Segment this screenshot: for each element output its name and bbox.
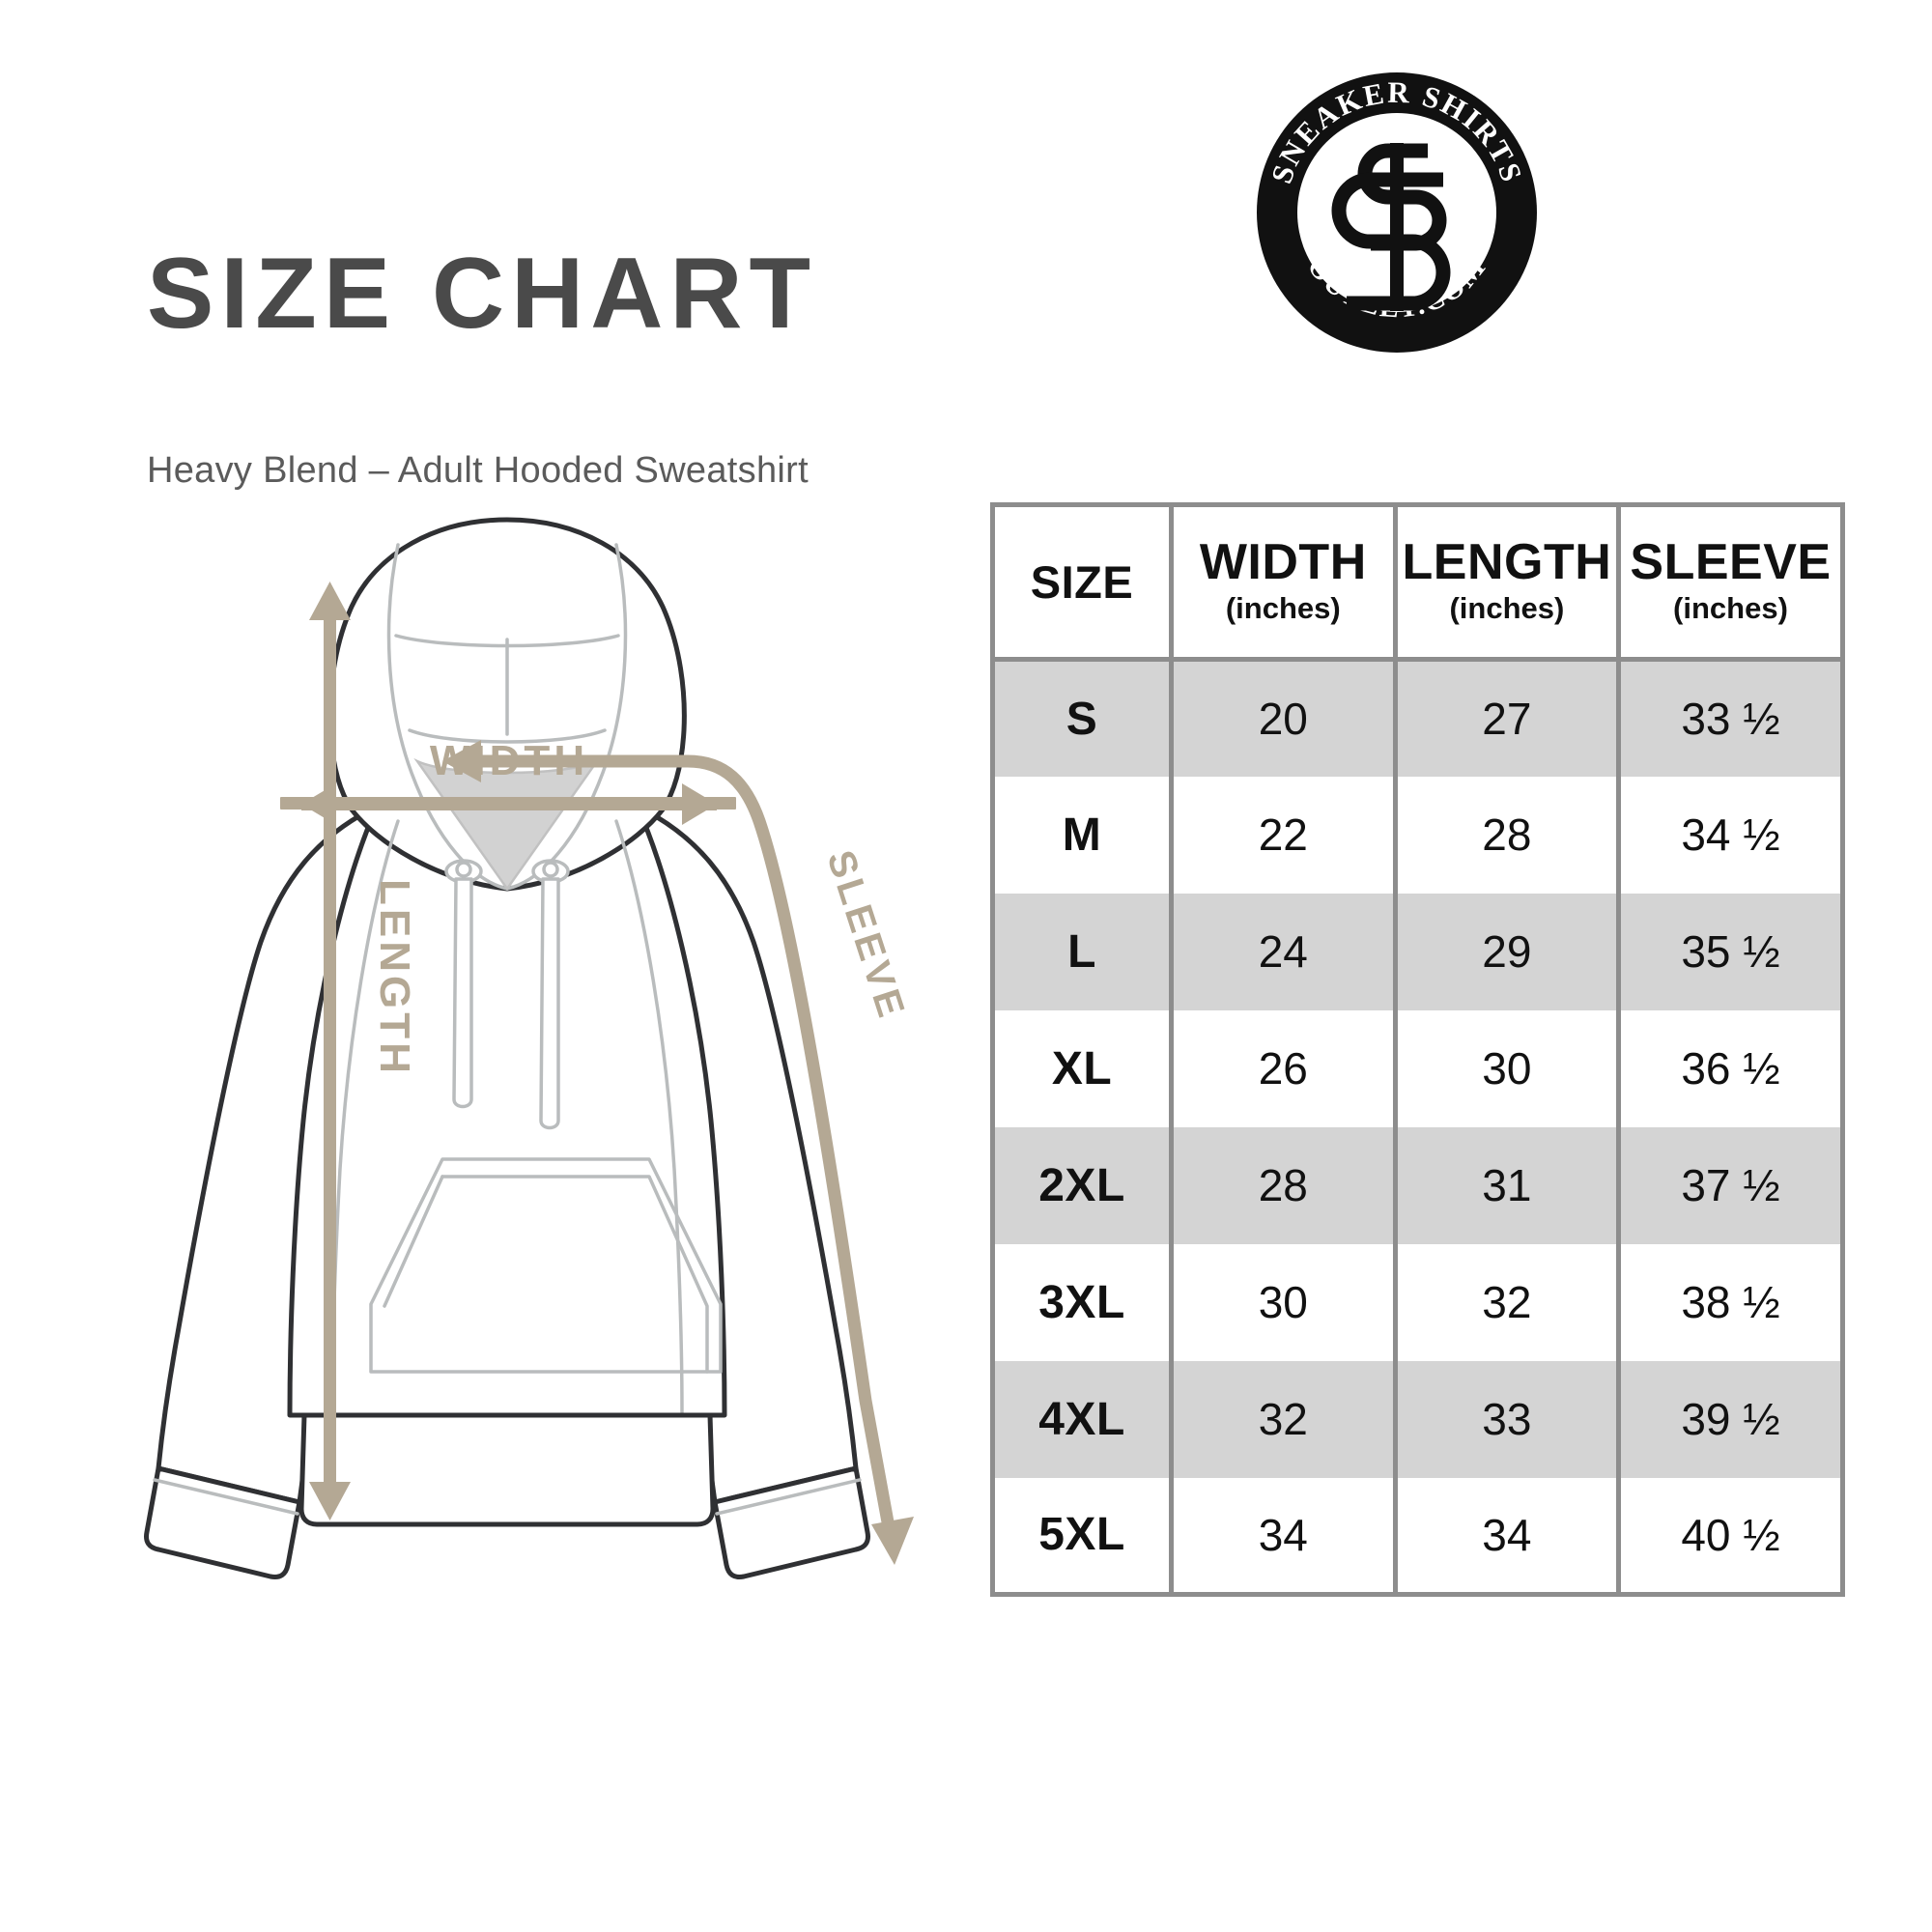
table-row: M 22 28 34 ½ — [990, 776, 1845, 894]
page-subtitle: Heavy Blend – Adult Hooded Sweatshirt — [147, 450, 809, 491]
column-header-sleeve-unit: (inches) — [1673, 590, 1788, 625]
cell-width: 30 — [1169, 1243, 1398, 1361]
table-row: 4XL 32 33 39 ½ — [990, 1360, 1845, 1478]
page-title: SIZE CHART — [147, 238, 817, 350]
hoodie-diagram: WIDTH LENGTH SLEEVE — [144, 517, 914, 1579]
column-header-width-unit: (inches) — [1225, 590, 1341, 625]
cell-length: 33 — [1392, 1360, 1622, 1478]
brand-logo: SNEAKER SHIRTS OUTLET.COM — [1257, 72, 1537, 353]
table-row: S 20 27 33 ½ — [990, 659, 1845, 777]
hoodie-drawstrings — [444, 859, 570, 1130]
size-chart-table: SIZE WIDTH (inches) LENGTH (inches) SLEE… — [990, 502, 1845, 1597]
table-row: 3XL 30 32 38 ½ — [990, 1243, 1845, 1361]
hoodie-outline — [156, 779, 859, 1505]
column-header-length: LENGTH (inches) — [1392, 504, 1622, 662]
column-header-width-label: WIDTH — [1199, 533, 1367, 590]
cell-size: L — [990, 893, 1174, 1010]
cell-size: 5XL — [990, 1477, 1174, 1595]
logo-monogram-icon — [1331, 143, 1451, 311]
cell-sleeve: 36 ½ — [1616, 1009, 1845, 1127]
cell-length: 34 — [1392, 1477, 1622, 1595]
cell-length: 29 — [1392, 893, 1622, 1010]
sleeve-arrow-head-start — [442, 740, 481, 782]
kangaroo-pocket — [369, 1157, 723, 1374]
column-header-sleeve: SLEEVE (inches) — [1616, 504, 1845, 662]
column-header-length-unit: (inches) — [1449, 590, 1565, 625]
cell-sleeve: 34 ½ — [1616, 776, 1845, 894]
cell-sleeve: 33 ½ — [1616, 659, 1845, 777]
cell-size: 4XL — [990, 1360, 1174, 1478]
cell-sleeve: 37 ½ — [1616, 1126, 1845, 1244]
cell-width: 20 — [1169, 659, 1398, 777]
cell-length: 30 — [1392, 1009, 1622, 1127]
column-header-sleeve-label: SLEEVE — [1630, 533, 1832, 590]
width-dimension — [301, 783, 717, 825]
cell-width: 24 — [1169, 893, 1398, 1010]
cell-length: 32 — [1392, 1243, 1622, 1361]
column-header-size: SIZE — [990, 504, 1174, 662]
column-header-size-label: SIZE — [1030, 555, 1134, 608]
cell-sleeve: 39 ½ — [1616, 1360, 1845, 1478]
cell-sleeve: 38 ½ — [1616, 1243, 1845, 1361]
cell-size: M — [990, 776, 1174, 894]
cell-size: 2XL — [990, 1126, 1174, 1244]
column-header-width: WIDTH (inches) — [1169, 504, 1398, 662]
cuff-inner-line — [153, 1478, 862, 1516]
cell-sleeve: 35 ½ — [1616, 893, 1845, 1010]
table-row: 2XL 28 31 37 ½ — [990, 1126, 1845, 1244]
length-label: LENGTH — [371, 879, 418, 1077]
column-header-length-label: LENGTH — [1402, 533, 1612, 590]
cell-width: 22 — [1169, 776, 1398, 894]
sleeve-label: SLEEVE — [818, 845, 913, 1026]
cell-length: 28 — [1392, 776, 1622, 894]
cell-width: 26 — [1169, 1009, 1398, 1127]
cell-width: 32 — [1169, 1360, 1398, 1478]
length-dimension — [309, 582, 351, 1520]
table-body: S 20 27 33 ½ M 22 28 34 ½ L 24 29 35 ½ XL 26 30 36 ½ 2XL… — [990, 659, 1845, 1595]
cell-length: 31 — [1392, 1126, 1622, 1244]
cell-sleeve: 40 ½ — [1616, 1477, 1845, 1595]
hoodie-cuffs — [144, 1465, 870, 1579]
cell-size: S — [990, 659, 1174, 777]
sleeve-arrow-head-end — [871, 1517, 914, 1565]
cell-width: 28 — [1169, 1126, 1398, 1244]
cell-width: 34 — [1169, 1477, 1398, 1595]
table-row: XL 26 30 36 ½ — [990, 1009, 1845, 1127]
table-row: L 24 29 35 ½ — [990, 893, 1845, 1010]
cell-size: XL — [990, 1009, 1174, 1127]
table-header-row: SIZE WIDTH (inches) LENGTH (inches) SLEE… — [990, 504, 1845, 662]
hoodie-hem — [298, 1412, 716, 1527]
sleeve-dimension — [460, 754, 897, 1540]
cell-size: 3XL — [990, 1243, 1174, 1361]
table-row: 5XL 34 34 40 ½ — [990, 1477, 1845, 1595]
cell-length: 27 — [1392, 659, 1622, 777]
